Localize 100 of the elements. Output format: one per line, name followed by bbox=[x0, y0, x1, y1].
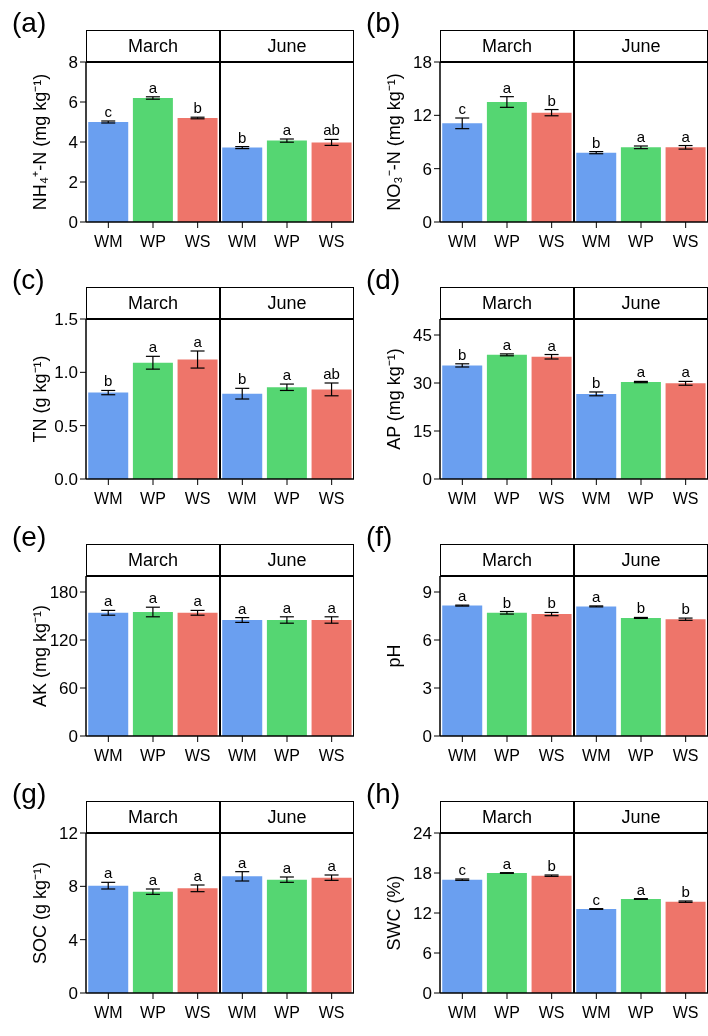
data-label: a bbox=[592, 587, 602, 605]
y-tick-label: 60 bbox=[59, 679, 78, 699]
y-tick-label: 0 bbox=[422, 213, 432, 233]
y-tick-label: 9 bbox=[422, 583, 432, 603]
data-label: a bbox=[148, 589, 158, 607]
y-axis-title: SOC (g kg⁻¹) bbox=[29, 861, 51, 966]
data-label: ab bbox=[323, 365, 340, 382]
x-tick-label: WM bbox=[228, 1004, 257, 1022]
bar bbox=[88, 122, 129, 222]
y-tick-label: 30 bbox=[413, 374, 432, 394]
y-axis-title: AP (mg kg⁻¹) bbox=[383, 347, 405, 452]
chart-title: June bbox=[574, 801, 708, 833]
x-tick-label: WP bbox=[140, 747, 166, 765]
y-tick-label: 12 bbox=[413, 904, 432, 924]
data-label: a bbox=[327, 598, 337, 616]
x-tick-label: WM bbox=[94, 233, 123, 251]
x-tick-label: WS bbox=[538, 747, 565, 765]
data-label: b bbox=[547, 594, 556, 612]
chart-title: June bbox=[220, 287, 354, 319]
x-tick-label: WS bbox=[318, 747, 345, 765]
data-label: c bbox=[592, 890, 601, 908]
x-tick-label: WP bbox=[274, 747, 300, 765]
x-tick-label: WM bbox=[582, 1004, 611, 1022]
x-tick-label: WS bbox=[672, 747, 699, 765]
text: (a) bbox=[12, 7, 47, 38]
data-label: a bbox=[327, 857, 337, 874]
x-tick-label: WM bbox=[94, 747, 123, 765]
chart-title: June bbox=[574, 30, 708, 62]
x-tick-label: WP bbox=[628, 233, 654, 251]
chart-title: March bbox=[86, 30, 220, 62]
data-label: b bbox=[238, 128, 247, 146]
text: (d) bbox=[366, 264, 401, 295]
data-label: a bbox=[636, 363, 646, 381]
data-label: b bbox=[458, 345, 467, 363]
x-tick-label: WP bbox=[274, 490, 300, 508]
text: (e) bbox=[12, 521, 47, 552]
chart-title: March bbox=[440, 801, 574, 833]
x-tick-label: WS bbox=[672, 233, 699, 251]
y-tick-label: 0.5 bbox=[54, 416, 78, 436]
y-axis-title: NO₃⁻-N (mg kg⁻¹) bbox=[383, 72, 405, 213]
chart-title: June bbox=[220, 30, 354, 62]
chart-title: March bbox=[86, 544, 220, 576]
x-tick-label: WM bbox=[448, 747, 477, 765]
data-label: a bbox=[282, 598, 292, 616]
y-tick-label: 180 bbox=[49, 583, 78, 603]
chart-title: March bbox=[86, 287, 220, 319]
data-label: a bbox=[148, 871, 158, 888]
bar bbox=[177, 359, 218, 479]
data-label: b bbox=[547, 91, 556, 109]
y-tick-label: 12 bbox=[413, 106, 432, 126]
data-label: a bbox=[502, 854, 512, 872]
data-label: a bbox=[547, 336, 557, 354]
y-tick-label: 0 bbox=[68, 984, 78, 1004]
y-axis-title: pH bbox=[383, 643, 405, 670]
x-tick-label: WS bbox=[184, 1004, 211, 1022]
x-tick-label: WM bbox=[582, 490, 611, 508]
x-tick-label: WM bbox=[448, 233, 477, 251]
y-tick-label: 3 bbox=[422, 679, 432, 699]
text: (g) bbox=[12, 778, 47, 809]
x-tick-label: WP bbox=[628, 1004, 654, 1022]
data-label: a bbox=[282, 366, 292, 384]
x-tick-label: WP bbox=[274, 233, 300, 251]
x-tick-label: WP bbox=[140, 233, 166, 251]
data-label: a bbox=[193, 592, 203, 610]
x-tick-label: WM bbox=[228, 490, 257, 508]
data-label: a bbox=[282, 121, 292, 138]
y-tick-label: 18 bbox=[413, 864, 432, 884]
x-tick-label: WP bbox=[494, 747, 520, 765]
x-tick-label: WM bbox=[94, 1004, 123, 1022]
y-tick-label: 18 bbox=[413, 53, 432, 73]
data-label: b bbox=[547, 857, 556, 874]
y-tick-label: 24 bbox=[413, 824, 432, 844]
bar bbox=[132, 98, 173, 222]
y-tick-label: 6 bbox=[68, 93, 78, 113]
y-tick-label: 0.0 bbox=[54, 470, 78, 490]
x-tick-label: WS bbox=[318, 490, 345, 508]
bar bbox=[177, 118, 218, 222]
y-tick-label: 1.0 bbox=[54, 363, 78, 383]
y-tick-label: 0 bbox=[422, 470, 432, 490]
chart-title: June bbox=[574, 287, 708, 319]
x-tick-label: WS bbox=[538, 1004, 565, 1022]
x-tick-label: WP bbox=[140, 490, 166, 508]
text: (h) bbox=[366, 778, 401, 809]
x-tick-label: WS bbox=[318, 1004, 345, 1022]
x-tick-label: WS bbox=[184, 747, 211, 765]
data-label: a bbox=[681, 363, 691, 381]
bar bbox=[442, 123, 483, 222]
x-tick-label: WP bbox=[494, 1004, 520, 1022]
data-label: a bbox=[193, 867, 203, 884]
x-tick-label: WS bbox=[318, 233, 345, 251]
chart-title: March bbox=[440, 544, 574, 576]
x-tick-label: WM bbox=[448, 490, 477, 508]
bar bbox=[486, 102, 527, 222]
data-label: b bbox=[592, 133, 601, 151]
data-label: a bbox=[104, 864, 114, 882]
x-tick-label: WS bbox=[184, 490, 211, 508]
data-label: b bbox=[238, 370, 247, 388]
y-tick-label: 45 bbox=[413, 326, 432, 346]
y-tick-label: 1.5 bbox=[54, 310, 78, 330]
data-label: a bbox=[681, 127, 691, 145]
